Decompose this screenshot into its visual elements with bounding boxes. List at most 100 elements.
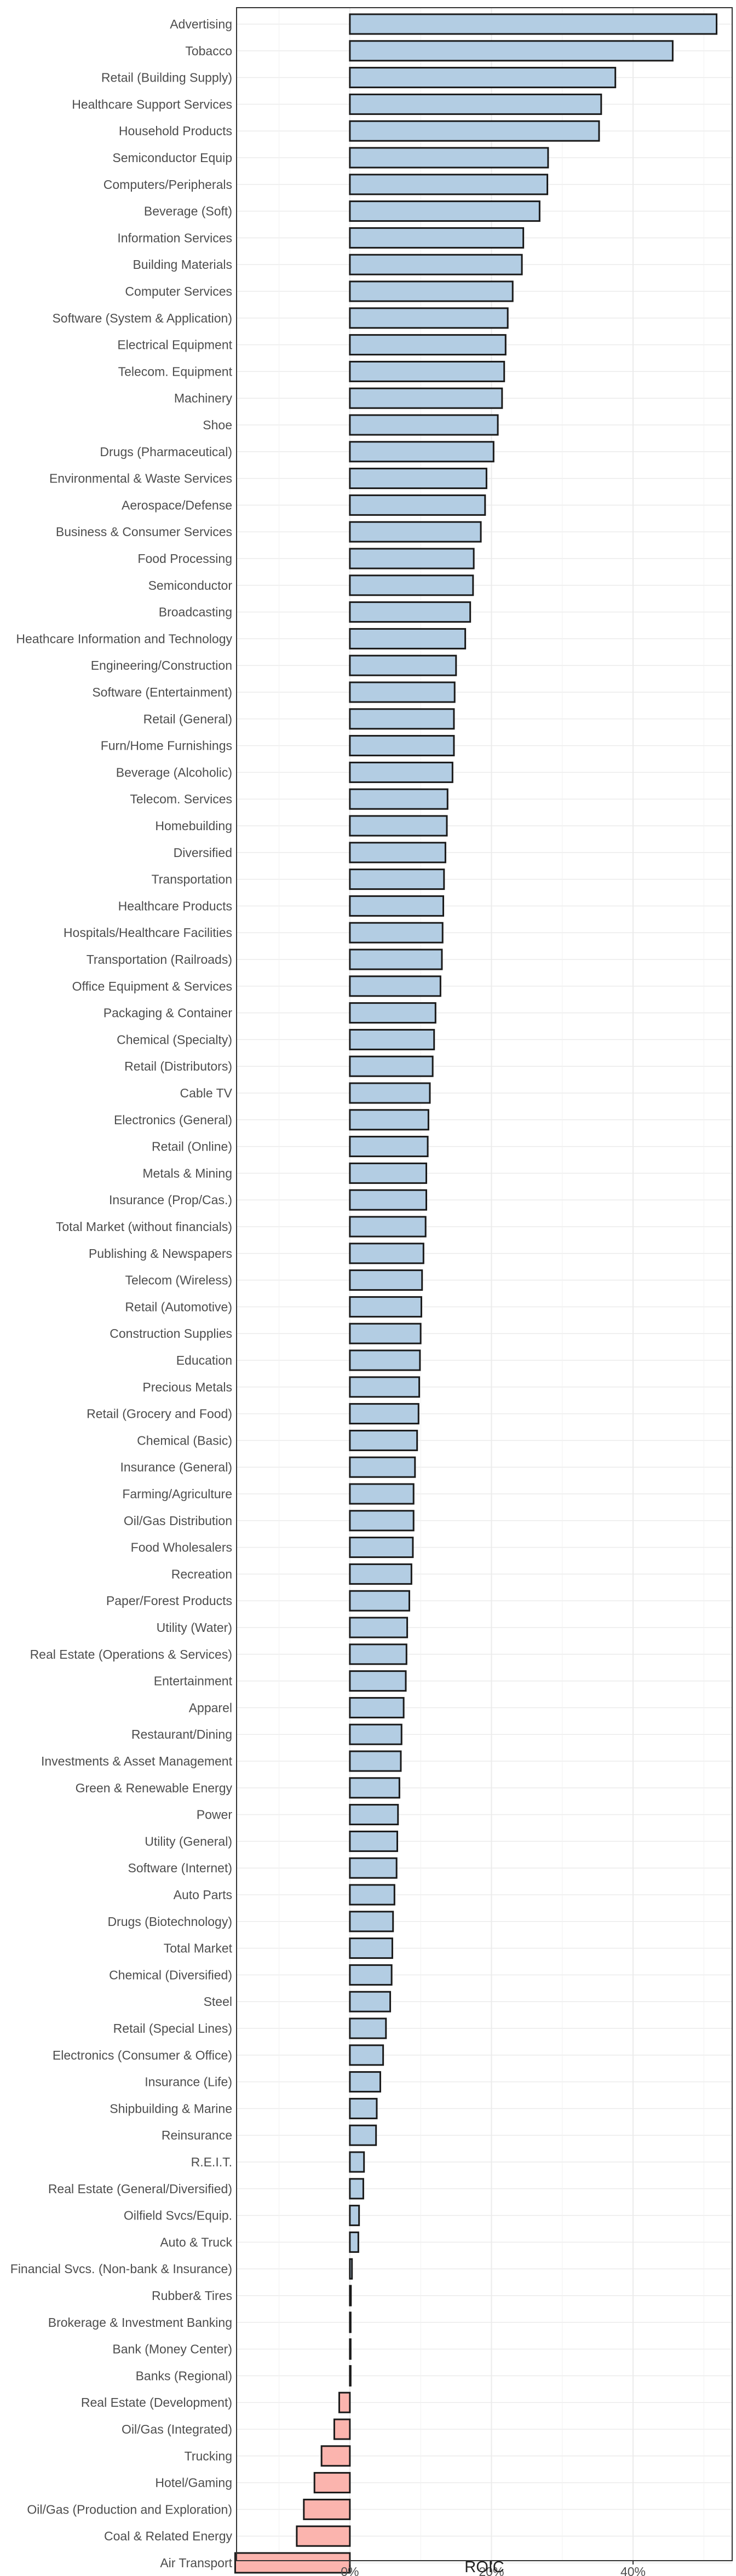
category-label: Real Estate (Operations & Services) [30, 1647, 232, 1661]
category-label: Aerospace/Defense [122, 498, 232, 512]
category-label: Education [176, 1353, 232, 1367]
category-label: Air Transport [160, 2556, 232, 2570]
bar [349, 869, 445, 890]
category-label: Total Market (without financials) [56, 1220, 232, 1234]
bar [349, 1804, 399, 1826]
bar [349, 1109, 429, 1131]
bar [349, 2017, 387, 2039]
category-label: Software (System & Application) [52, 311, 232, 325]
x-tick-label: 20% [479, 2565, 504, 2576]
category-label: Retail (Distributors) [124, 1059, 232, 1073]
bar [349, 1429, 418, 1451]
bar [349, 2044, 384, 2066]
bar [338, 2391, 351, 2413]
category-label: Food Processing [137, 551, 232, 566]
bar [234, 2552, 351, 2574]
category-label: R.E.I.T. [191, 2155, 232, 2169]
category-label: Telecom (Wireless) [125, 1273, 232, 1287]
bar [349, 761, 453, 783]
category-label: Farming/Agriculture [122, 1487, 232, 1501]
bar [349, 1697, 405, 1718]
category-label: Construction Supplies [110, 1326, 232, 1341]
category-label: Apparel [189, 1700, 232, 1715]
category-label: Shipbuilding & Marine [110, 2101, 232, 2115]
category-label: Retail (Grocery and Food) [87, 1407, 232, 1421]
category-label: Machinery [174, 391, 233, 405]
category-label: Chemical (Diversified) [109, 1968, 232, 1982]
bar [349, 1403, 419, 1425]
category-label: Building Materials [133, 257, 232, 272]
bar [349, 521, 482, 543]
category-label: Healthcare Support Services [72, 97, 232, 111]
category-label: Software (Internet) [128, 1861, 232, 1875]
bar [349, 1028, 435, 1050]
category-label: Oilfield Svcs/Equip. [124, 2209, 232, 2223]
bar [349, 1643, 407, 1665]
category-label: Environmental & Waste Services [49, 472, 232, 486]
category-label: Telecom. Equipment [118, 364, 233, 378]
bar [349, 1590, 410, 1612]
bar [333, 2418, 351, 2440]
bar [349, 975, 441, 997]
category-label: Reinsurance [162, 2128, 232, 2142]
category-label: Semiconductor Equip [112, 151, 232, 165]
bars [234, 13, 718, 2574]
category-label: Computer Services [125, 284, 232, 298]
bar [349, 708, 455, 730]
category-label: Broadcasting [159, 605, 232, 619]
category-label: Food Wholesalers [131, 1540, 232, 1555]
bar [349, 2071, 381, 2093]
category-label: Insurance (General) [120, 1460, 232, 1474]
category-label: Heathcare Information and Technology [16, 631, 232, 646]
category-label: Engineering/Construction [91, 658, 232, 672]
bar [349, 1136, 429, 1158]
category-labels: Advertising Tobacco Retail (Building Suppl… [10, 17, 233, 2570]
category-label: Bank (Money Center) [112, 2342, 232, 2356]
bar [349, 2205, 360, 2227]
category-label: Drugs (Biotechnology) [107, 1914, 232, 1929]
category-label: Hospitals/Healthcare Facilities [64, 925, 232, 940]
category-label: Information Services [117, 231, 232, 245]
category-label: Investments & Asset Management [41, 1754, 233, 1768]
bar [349, 1082, 431, 1104]
category-label: Transportation [152, 872, 232, 887]
bar [349, 842, 446, 864]
bar [349, 922, 444, 944]
category-label: Transportation (Railroads) [87, 952, 232, 967]
category-label: Diversified [174, 846, 232, 860]
category-label: Retail (Special Lines) [113, 2021, 232, 2036]
bar [349, 1617, 409, 1638]
category-label: Retail (Building Supply) [101, 71, 232, 85]
bar [349, 548, 475, 570]
bar [349, 2258, 353, 2280]
bar [349, 1830, 398, 1852]
bar [349, 1323, 422, 1344]
bar [349, 1750, 402, 1772]
category-label: Cable TV [180, 1086, 233, 1100]
category-label: Business & Consumer Services [56, 525, 232, 539]
bar [349, 307, 509, 329]
bar [349, 2097, 378, 2119]
bar [349, 2285, 352, 2307]
bar [349, 1991, 392, 2013]
bar [349, 1723, 403, 1745]
bar [349, 1243, 424, 1264]
category-label: Retail (Automotive) [125, 1300, 232, 1314]
x-axis-title: ROIC [464, 2558, 504, 2576]
bar [349, 574, 474, 596]
bar [349, 788, 449, 810]
bar [349, 468, 487, 490]
category-label: Utility (General) [145, 1834, 232, 1848]
bar [349, 1162, 427, 1184]
bar [349, 1777, 400, 1799]
category-label: Entertainment [154, 1674, 233, 1688]
x-tick-label: 40% [620, 2565, 646, 2576]
category-label: Electronics (General) [114, 1113, 232, 1127]
category-label: Steel [204, 1994, 232, 2009]
bar [349, 735, 455, 757]
bar [313, 2472, 351, 2494]
bar [349, 1857, 398, 1879]
bar [296, 2525, 351, 2547]
category-label: Retail (General) [143, 712, 232, 726]
